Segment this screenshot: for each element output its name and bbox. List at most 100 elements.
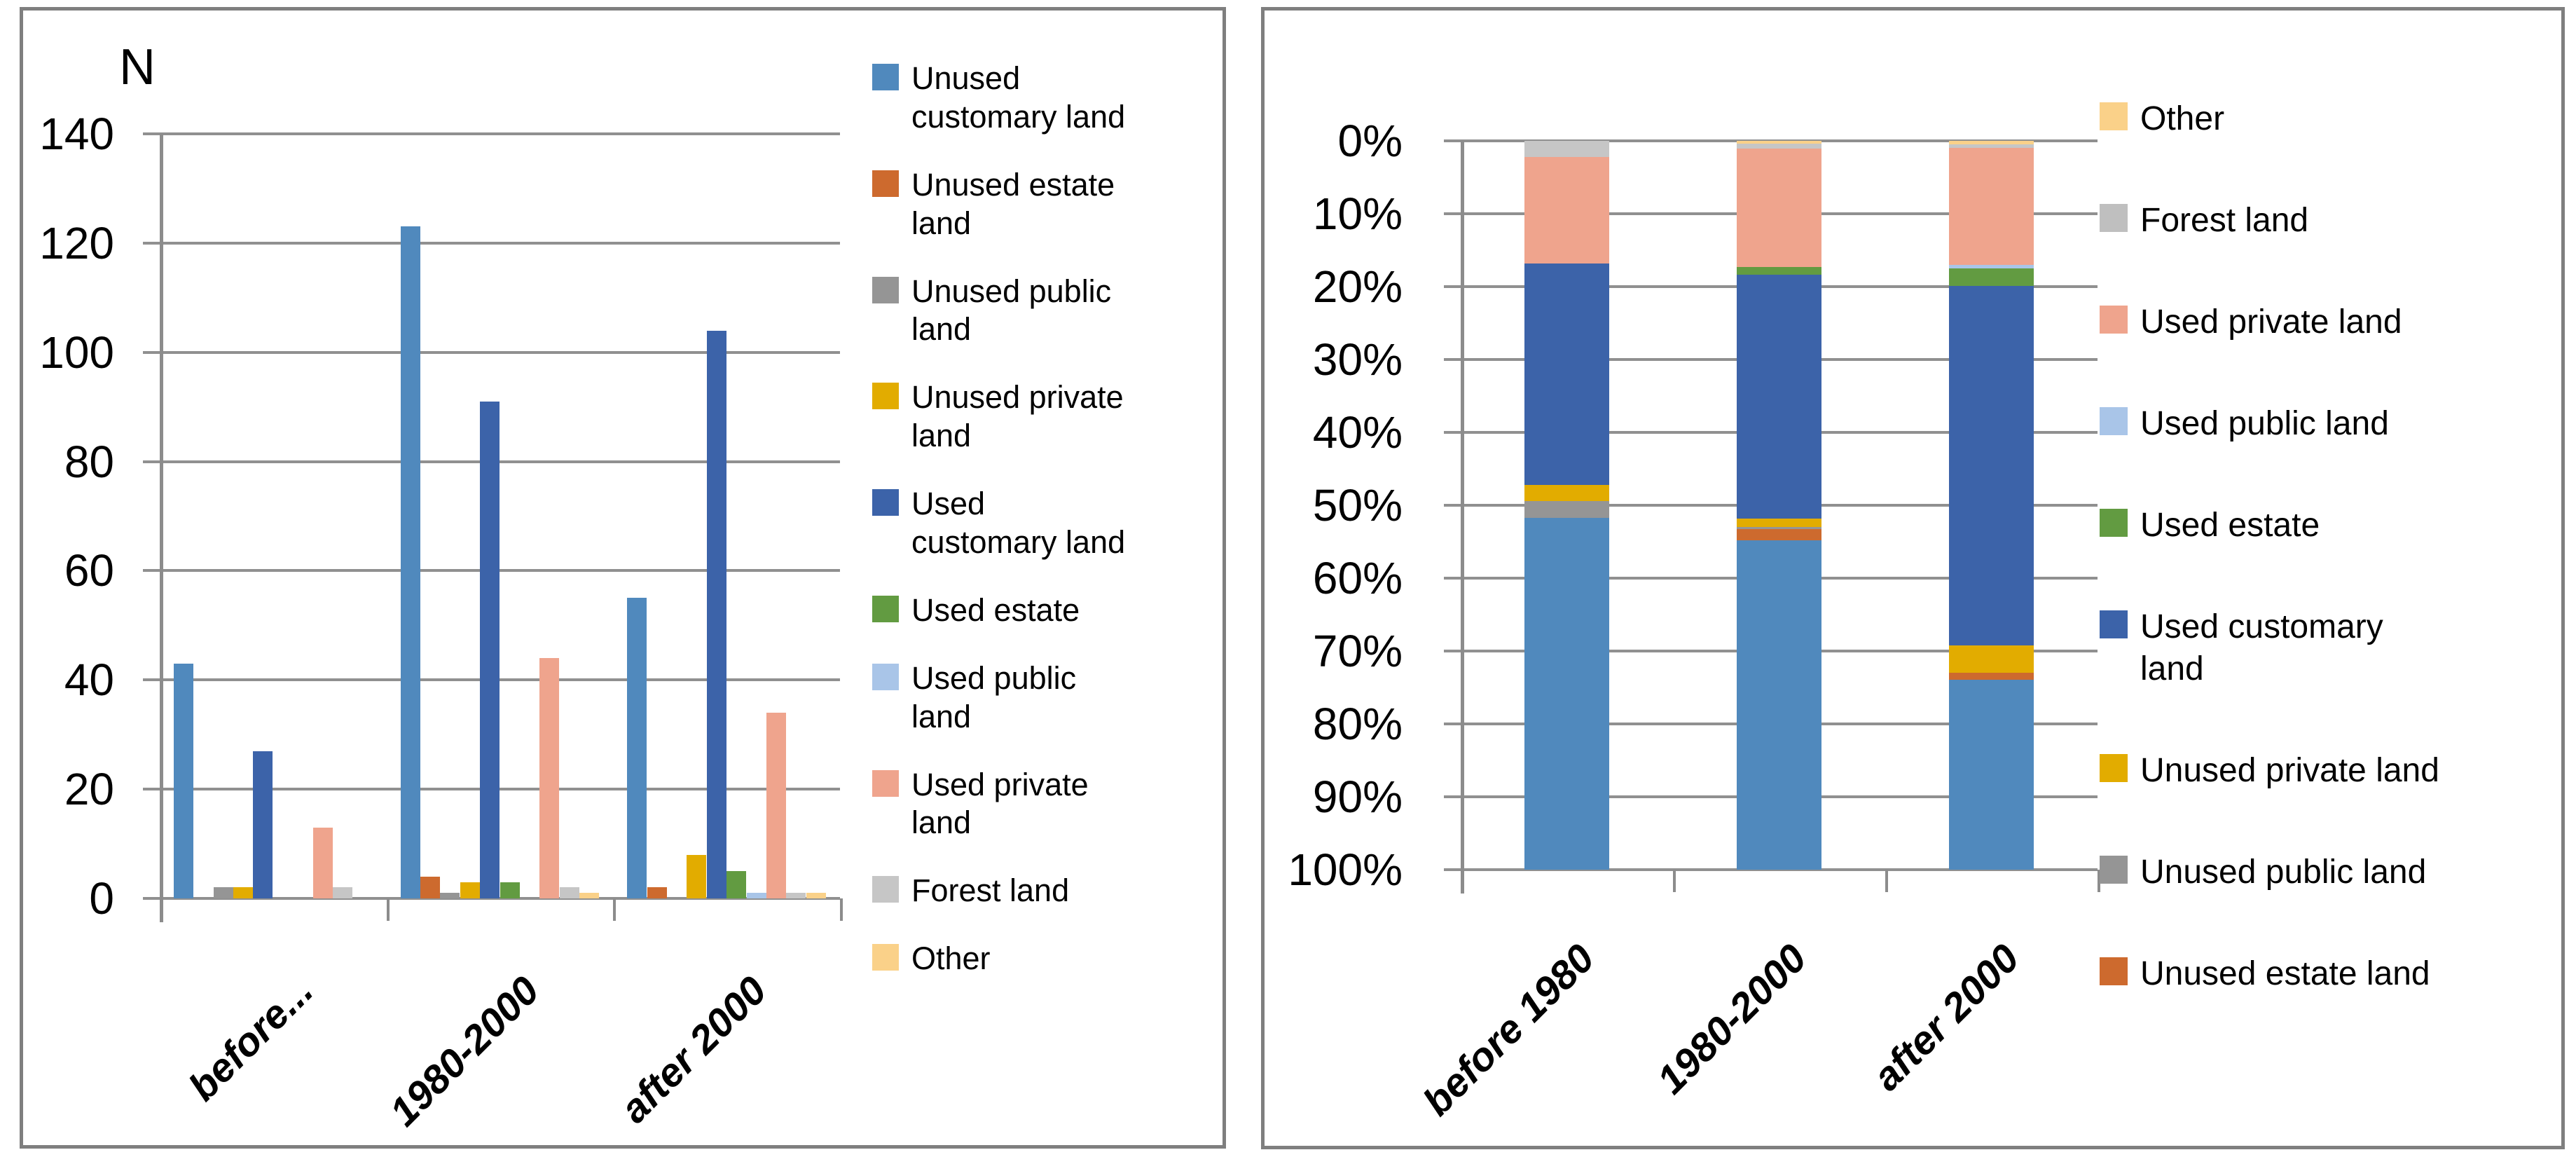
bar — [480, 402, 500, 898]
x-axis-tick — [1885, 870, 1888, 892]
legend-label-line: Other — [911, 940, 991, 977]
stacked-bar-segment — [1949, 286, 2034, 645]
legend-label: Used estate — [2140, 505, 2320, 547]
legend-swatch — [872, 663, 899, 690]
legend-swatch — [2100, 204, 2128, 232]
gridline — [160, 678, 840, 681]
bar — [627, 598, 647, 898]
legend-swatch — [872, 489, 899, 516]
stacked-bar-segment — [1949, 645, 2034, 673]
left-chart-panel: N 140 120 100 80 60 40 20 0 before... 1980-2000 af… — [20, 7, 1226, 1149]
legend-label: Used public land — [911, 659, 1076, 737]
y-axis-tick — [1444, 795, 1461, 798]
stacked-bar-segment — [1524, 518, 1609, 870]
legend-swatch — [2100, 509, 2128, 537]
stacked-bar-segment — [1737, 141, 1821, 144]
legend-item: Other — [2100, 98, 2555, 140]
x-axis-tick — [2098, 870, 2100, 892]
legend-swatch — [872, 383, 899, 410]
bar — [233, 887, 253, 898]
stacked-bar-segment — [1949, 148, 2034, 265]
gridline — [160, 897, 840, 900]
legend-item: Unused public land — [872, 273, 1231, 350]
legend-label-line: land — [911, 205, 972, 241]
bar — [786, 893, 806, 898]
legend-swatch — [2100, 407, 2128, 435]
legend-label: Unused public land — [2140, 851, 2426, 894]
y-axis-tick — [1444, 431, 1461, 434]
y-tick-label: 140 — [39, 109, 114, 159]
y-axis-tick — [1444, 504, 1461, 507]
right-legend: Other Forest land Used private land Used pu… — [2100, 98, 2555, 1055]
legend-label-line: land — [2140, 650, 2204, 687]
y-tick-label: 100% — [1288, 844, 1403, 895]
gridline — [160, 351, 840, 354]
bar — [313, 828, 333, 898]
x-category-label: 1980-2000 — [381, 968, 549, 1135]
bar — [420, 877, 440, 898]
legend-item: Used estate — [2100, 505, 2555, 547]
legend-label: Unused private land — [2140, 750, 2439, 792]
legend-item: Unused public land — [2100, 851, 2555, 894]
legend-swatch — [872, 944, 899, 971]
legend-item: Unused private land — [872, 378, 1231, 456]
x-axis-tick — [160, 898, 163, 921]
bar — [333, 887, 352, 898]
stacked-bar-segment — [1949, 268, 2034, 286]
bar — [726, 871, 746, 898]
y-tick-label: 20 — [64, 764, 114, 814]
stacked-bar-segment — [1737, 267, 1821, 275]
legend-label-line: Used customary — [2140, 608, 2383, 645]
bar — [806, 893, 826, 898]
legend-swatch — [2100, 306, 2128, 334]
stacked-bar-segment — [1524, 485, 1609, 501]
legend-item: Used customary land — [872, 485, 1231, 562]
y-tick-label: 0% — [1337, 116, 1403, 166]
legend-label-line: land — [911, 311, 972, 348]
legend-swatch — [872, 876, 899, 903]
legend-label-line: Unused — [911, 60, 1021, 96]
legend-label-line: Unused private land — [2140, 752, 2439, 789]
bar — [174, 664, 193, 898]
left-y-axis-title: N — [119, 39, 156, 95]
right-chart-panel: 0% 10% 20% 30% 40% 50% 60% 70% 80% 90% 100% before … — [1261, 7, 2565, 1149]
stacked-bar-segment — [1737, 144, 1821, 149]
legend-swatch — [2100, 957, 2128, 985]
y-tick-label: 80% — [1312, 699, 1403, 749]
x-category-label: before 1980 — [1414, 936, 1604, 1125]
y-tick-label: 80 — [64, 437, 114, 487]
x-axis-tick — [387, 898, 390, 921]
legend-label-line: Unused public land — [2140, 854, 2427, 891]
legend-label-line: land — [911, 698, 972, 734]
y-axis-tick — [143, 351, 160, 354]
y-tick-label: 70% — [1312, 626, 1403, 676]
y-tick-label: 100 — [39, 327, 114, 378]
y-axis-tick — [1444, 212, 1461, 215]
y-axis-tick — [143, 569, 160, 572]
gridline — [1461, 868, 2098, 871]
legend-label-line: Used estate — [911, 591, 1080, 628]
y-axis-tick — [1444, 358, 1461, 361]
x-category-label: 1980-2000 — [1648, 936, 1816, 1103]
stacked-bar-segment — [1524, 263, 1609, 485]
legend-label: Unused private land — [911, 378, 1124, 456]
legend-item: Unused estate land — [872, 166, 1231, 243]
legend-swatch — [872, 64, 899, 90]
legend-label: Used public land — [2140, 403, 2389, 445]
bar — [687, 855, 706, 898]
y-axis-tick — [1444, 577, 1461, 580]
legend-item: Unused customary land — [872, 60, 1231, 137]
legend-label-line: Used private land — [2140, 303, 2402, 341]
legend-label-line: customary land — [911, 524, 1126, 561]
y-tick-label: 40% — [1312, 407, 1403, 458]
y-tick-label: 50% — [1312, 480, 1403, 530]
bar — [707, 331, 726, 898]
y-axis-tick — [143, 460, 160, 463]
y-axis-tick — [143, 132, 160, 135]
legend-label: Used customary land — [911, 485, 1125, 562]
bar — [560, 887, 579, 898]
bar — [539, 658, 559, 898]
legend-label-line: Forest land — [2140, 202, 2309, 239]
legend-label: Unused estate land — [2140, 953, 2430, 995]
stacked-bar-segment — [1737, 149, 1821, 267]
